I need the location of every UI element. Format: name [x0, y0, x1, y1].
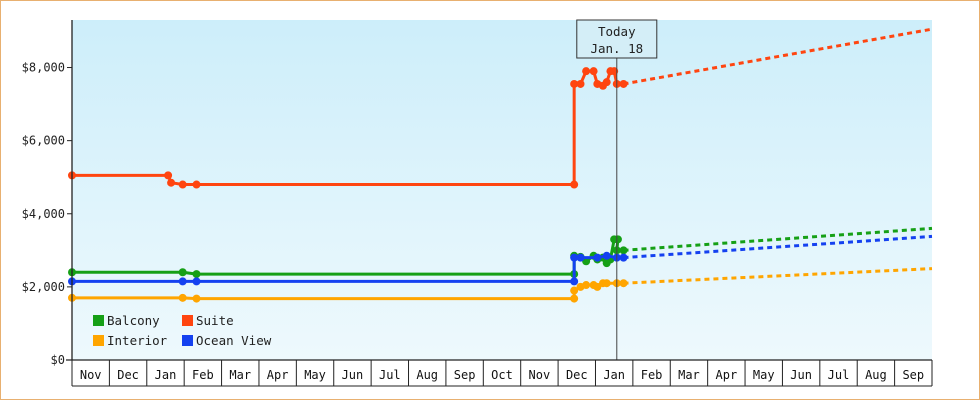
plot-background: [72, 20, 932, 360]
data-point-interior: [192, 294, 201, 303]
data-point-interior: [602, 279, 611, 288]
x-axis: Nov Dec Jan Feb Mar Apr May Jun Jul Aug Sep Oct Nov D…: [71, 360, 933, 387]
x-tick-label: Feb: [192, 368, 214, 382]
x-tick-label: Sep: [454, 368, 476, 382]
x-tick-label: Jul: [379, 368, 401, 382]
series-lines: [68, 27, 933, 303]
data-point-balcony: [178, 268, 187, 277]
x-tick-label: Feb: [641, 368, 663, 382]
data-point-suite: [570, 79, 579, 88]
x-tick-label: Jun: [342, 368, 364, 382]
x-tick-label: Nov: [80, 368, 102, 382]
x-tick-label: Nov: [529, 368, 551, 382]
x-tick-label: Aug: [416, 368, 438, 382]
data-point-suite: [164, 171, 173, 180]
data-point-ocean-view: [192, 277, 201, 286]
today-box: [576, 19, 658, 59]
x-tick-label: Jun: [790, 368, 812, 382]
legend-swatch-suite: [182, 315, 193, 326]
legend-label-balcony: Balcony: [107, 313, 160, 328]
data-point-suite: [570, 180, 579, 189]
data-point-suite: [576, 79, 585, 88]
x-tick-label: Jan: [155, 368, 177, 382]
series-forecast-suite: [623, 27, 933, 86]
y-tick-label: $2,000: [22, 280, 65, 294]
series-forecast-ocean-view: [623, 234, 933, 260]
y-tick-label: $6,000: [22, 134, 65, 148]
legend-swatch-ocean-view: [182, 335, 193, 346]
data-point-suite: [602, 78, 611, 87]
today-label: Today: [598, 24, 636, 39]
data-point-suite: [192, 180, 201, 189]
series-forecast-interior: [623, 267, 933, 285]
today-marker: Today Jan. 18: [576, 19, 658, 360]
x-tick-label: Mar: [678, 368, 700, 382]
data-point-ocean-view: [602, 251, 611, 260]
data-point-suite: [589, 67, 598, 76]
data-point-ocean-view: [576, 253, 585, 262]
data-point-ocean-view: [570, 277, 579, 286]
data-point-ocean-view: [570, 253, 579, 262]
legend-swatch-balcony: [93, 315, 104, 326]
x-tick-label: Apr: [267, 368, 289, 382]
data-point-balcony: [619, 246, 628, 255]
x-tick-label: May: [753, 368, 775, 382]
y-tick-label: $8,000: [22, 61, 65, 75]
data-point-suite: [582, 67, 591, 76]
y-tick-label: $4,000: [22, 207, 65, 221]
data-point-interior: [178, 293, 187, 302]
data-point-interior: [570, 294, 579, 303]
x-tick-label: May: [304, 368, 326, 382]
data-point-suite: [610, 67, 619, 76]
legend-label-interior: Interior: [107, 333, 168, 348]
data-point-ocean-view: [593, 253, 602, 262]
data-point-balcony: [613, 235, 622, 244]
legend: Balcony Suite Interior Ocean View: [93, 313, 272, 348]
x-tick-label: Dec: [117, 368, 139, 382]
data-point-interior: [582, 281, 591, 290]
x-tick-label: Apr: [716, 368, 738, 382]
data-point-ocean-view: [619, 253, 628, 262]
x-tick-label: Jul: [828, 368, 850, 382]
x-tick-label: Mar: [229, 368, 251, 382]
x-tick-label: Dec: [566, 368, 588, 382]
data-point-interior: [570, 286, 579, 295]
x-tick-label: Oct: [491, 368, 513, 382]
data-point-interior: [619, 279, 628, 288]
legend-label-suite: Suite: [196, 313, 234, 328]
x-tick-label: Aug: [865, 368, 887, 382]
x-tick-label: Sep: [902, 368, 924, 382]
y-tick-label: $0: [51, 353, 65, 367]
series-forecast-balcony: [623, 226, 933, 252]
data-point-ocean-view: [178, 277, 187, 286]
data-point-balcony: [192, 270, 201, 279]
legend-label-ocean-view: Ocean View: [196, 333, 272, 348]
y-axis-ticks: $0 $2,000 $4,000 $6,000 $8,000: [22, 61, 72, 367]
x-tick-label: Jan: [603, 368, 625, 382]
data-point-suite: [167, 178, 176, 187]
today-date: Jan. 18: [590, 41, 643, 56]
data-point-suite: [619, 79, 628, 88]
data-point-suite: [178, 180, 187, 189]
legend-swatch-interior: [93, 335, 104, 346]
